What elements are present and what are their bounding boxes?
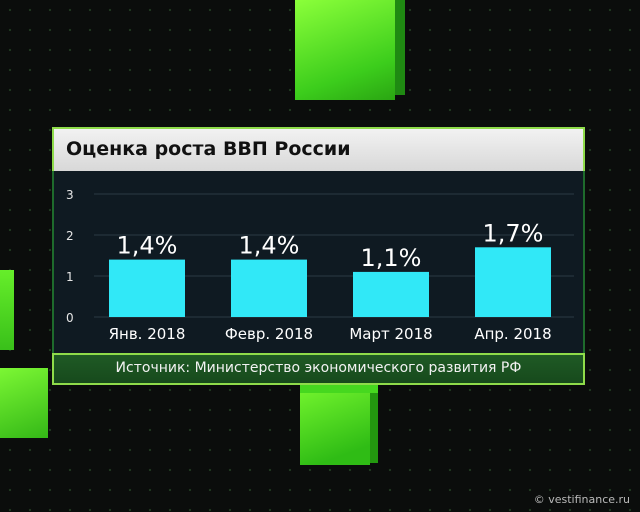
bar bbox=[231, 259, 307, 317]
bar-value-label: 1,4% bbox=[239, 232, 300, 260]
bar-value-label: 1,4% bbox=[117, 232, 178, 260]
decorative-cube-left bbox=[0, 270, 50, 440]
y-tick-label: 3 bbox=[66, 188, 74, 202]
bar bbox=[353, 271, 429, 317]
y-tick-label: 1 bbox=[66, 270, 74, 284]
x-category-label: Янв. 2018 bbox=[109, 325, 186, 343]
source-bar: Источник: Министерство экономического ра… bbox=[52, 353, 585, 385]
chart-title: Оценка роста ВВП России bbox=[66, 138, 351, 160]
bar bbox=[475, 247, 551, 317]
bar-value-label: 1,1% bbox=[361, 244, 422, 272]
source-text: Источник: Министерство экономического ра… bbox=[115, 360, 522, 376]
y-tick-label: 0 bbox=[66, 311, 74, 325]
chart-area: 0 1 2 3 1,4% Янв. 2018 1,4% Февр. 2018 1,1% Март … bbox=[52, 171, 585, 353]
watermark: © vestifinance.ru bbox=[533, 493, 630, 506]
bar-chart: 0 1 2 3 1,4% Янв. 2018 1,4% Февр. 2018 1,1% Март … bbox=[66, 188, 574, 343]
decorative-cube-top bbox=[295, 0, 405, 100]
bar bbox=[109, 259, 185, 317]
chart-panel: Оценка роста ВВП России 0 1 2 3 1,4% Янв. 201… bbox=[52, 127, 585, 385]
decorative-cube-bottom bbox=[300, 385, 380, 465]
x-category-label: Апр. 2018 bbox=[474, 325, 551, 343]
title-bar: Оценка роста ВВП России bbox=[52, 127, 585, 171]
y-tick-label: 2 bbox=[66, 229, 74, 243]
x-category-label: Март 2018 bbox=[349, 325, 432, 343]
bar-value-label: 1,7% bbox=[483, 219, 544, 247]
x-category-label: Февр. 2018 bbox=[225, 325, 313, 343]
